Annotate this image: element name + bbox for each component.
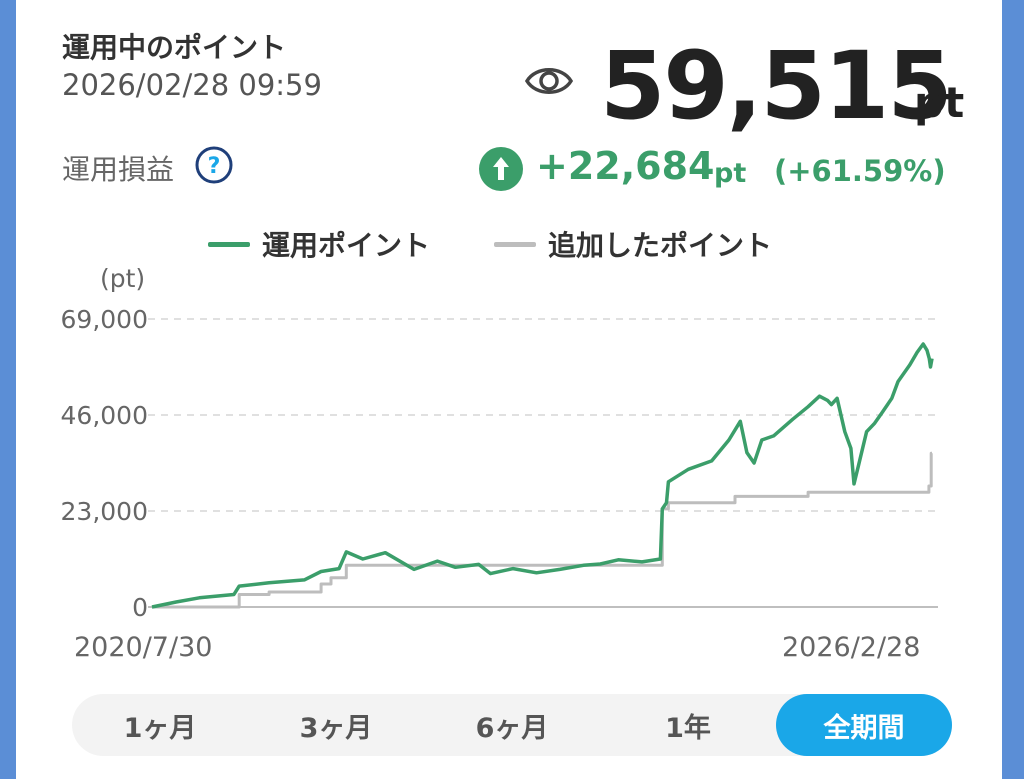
profit-unit: pt [714,158,747,189]
y-axis-unit: (pt) [100,264,146,293]
profit-percent: (+61.59%) [774,154,946,188]
series-line-portfolio [151,342,934,609]
total-points-unit: pt [914,78,965,127]
tab-6-months[interactable]: 6ヶ月 [475,712,549,744]
y-tick-label: 0 [132,593,148,622]
up-arrow-circle-icon [478,146,524,196]
svg-text:?: ? [208,154,221,179]
y-tick-label: 23,000 [61,497,148,526]
legend-swatch-added [494,241,536,247]
tab-3-months[interactable]: 3ヶ月 [299,712,373,744]
tab-1-month[interactable]: 1ヶ月 [123,712,197,744]
x-tick-label-start: 2020/7/30 [74,632,213,663]
eye-icon[interactable] [524,62,574,104]
legend-item-added: 追加したポイント [494,226,772,262]
y-tick-label: 69,000 [61,305,148,334]
tab-1-year[interactable]: 1年 [665,712,711,744]
period-tabs: 1ヶ月 3ヶ月 6ヶ月 1年 全期間 [72,694,952,756]
y-tick-label: 46,000 [61,401,148,430]
timestamp: 2026/02/28 09:59 [62,68,322,102]
profit-amount: +22,684 [536,144,715,188]
tab-all-period[interactable]: 全期間 [776,694,952,756]
question-circle-icon[interactable]: ? [194,145,234,189]
page-title: 運用中のポイント [62,31,287,64]
total-points-value: 59,515 [600,32,953,141]
legend-swatch-portfolio [208,241,250,247]
x-tick-label-end: 2026/2/28 [782,632,921,663]
points-card: 運用中のポイント 2026/02/28 09:59 59,515 pt 運用損益… [16,0,1002,779]
profit-loss-label: 運用損益 [62,153,175,186]
legend-label-portfolio: 運用ポイント [262,229,431,262]
legend-item-portfolio: 運用ポイント [208,226,430,262]
legend-label-added: 追加したポイント [548,229,773,262]
line-chart: 0 23,000 46,000 69,000 [61,305,938,622]
